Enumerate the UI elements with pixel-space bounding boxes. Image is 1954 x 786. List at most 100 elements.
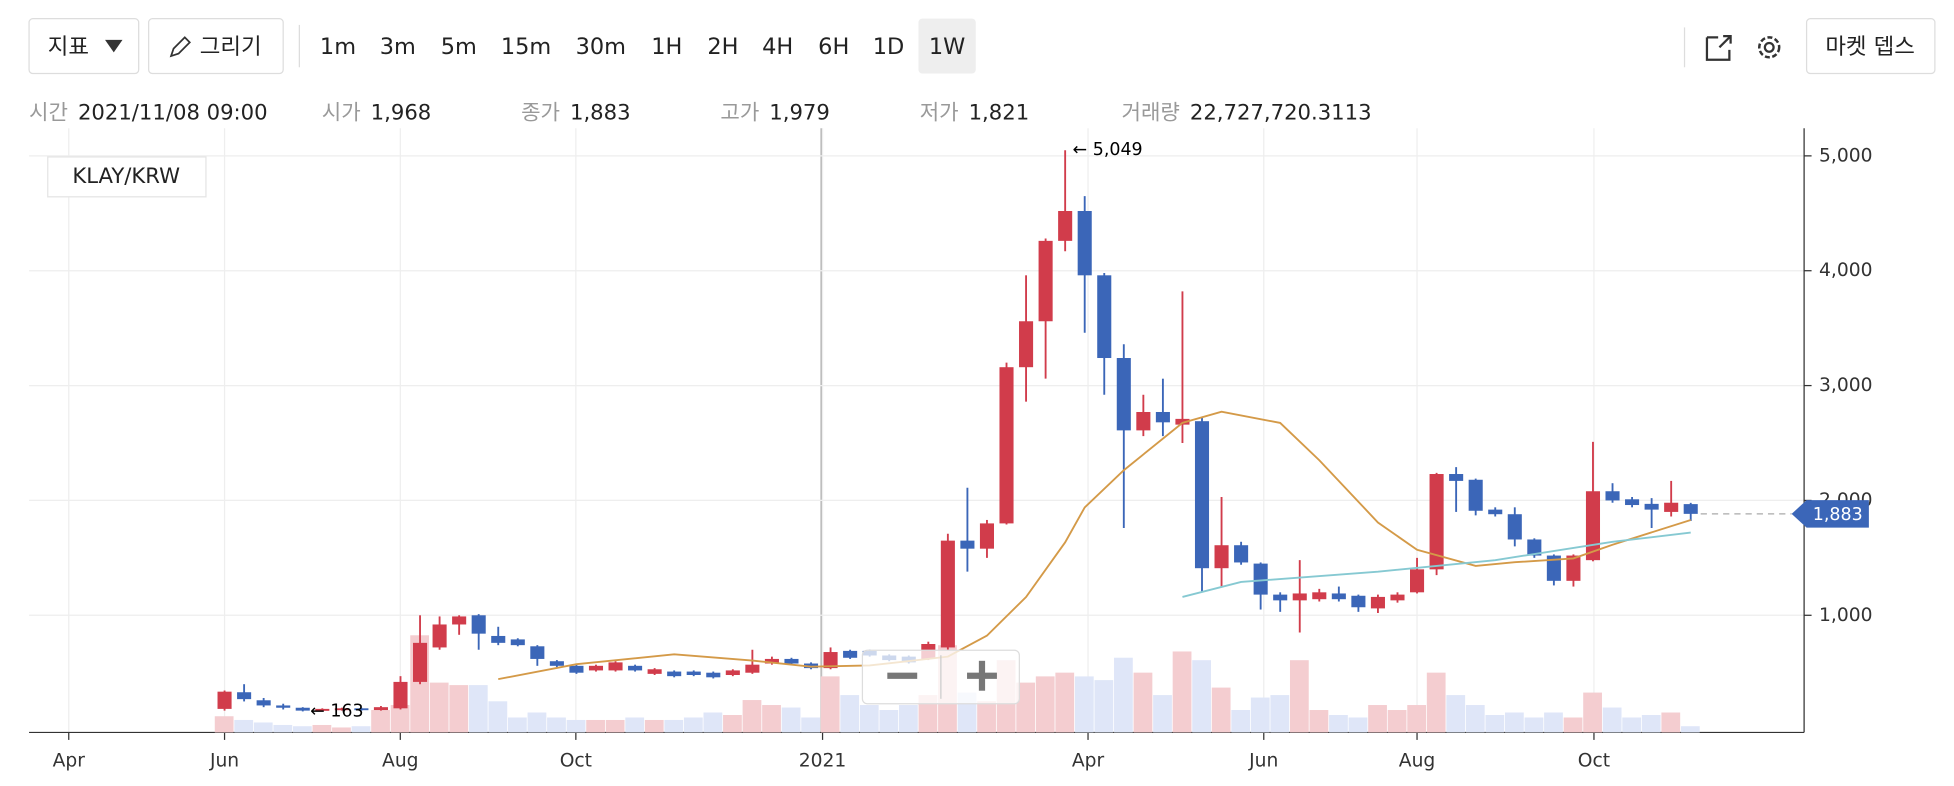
- x-tick-label: Jun: [209, 751, 239, 772]
- candle-body: [1077, 210, 1092, 276]
- last-price-label: 1,883: [1813, 505, 1863, 525]
- volume-bar: [390, 705, 410, 733]
- candle-body: [628, 665, 643, 671]
- interval-button[interactable]: 15m: [501, 34, 551, 60]
- volume-bar: [351, 726, 371, 733]
- candle-body: [843, 650, 858, 658]
- x-tick-label: Jun: [1248, 751, 1278, 772]
- candle-body: [373, 707, 388, 711]
- interval-button[interactable]: 3m: [380, 34, 416, 60]
- volume-bar: [1446, 695, 1466, 733]
- candle-body: [217, 691, 232, 709]
- x-tick-label: Apr: [53, 751, 86, 772]
- volume-bar: [468, 685, 488, 733]
- volume-bar: [1270, 695, 1290, 733]
- volume-bar: [1074, 676, 1094, 733]
- candle-body: [1214, 545, 1229, 569]
- volume-bar: [605, 719, 625, 733]
- moving-average: [498, 410, 1692, 681]
- dropdown-caret: [105, 39, 123, 53]
- settings-icon[interactable]: [1758, 36, 1781, 59]
- candle-body: [1194, 421, 1210, 569]
- interval-button[interactable]: 2H: [707, 34, 738, 60]
- volume-bar: [1426, 672, 1446, 733]
- x-tick-label: Apr: [1072, 751, 1105, 772]
- interval-button[interactable]: 1H: [651, 34, 682, 60]
- volume-bar: [292, 726, 312, 733]
- volume-bar: [566, 719, 586, 733]
- interval-button[interactable]: 1W: [929, 34, 965, 60]
- candle-body: [667, 671, 682, 677]
- candle-body: [979, 523, 994, 549]
- volume-bar: [586, 719, 605, 733]
- volume-bar: [1055, 672, 1075, 733]
- draw-button[interactable]: [148, 18, 284, 75]
- volume-bar: [1094, 680, 1114, 733]
- candle-body: [530, 646, 545, 659]
- candle-body: [1644, 503, 1659, 510]
- candle-body: [588, 665, 604, 671]
- draw-label: 그리기: [200, 34, 262, 60]
- popout-icon[interactable]: [1705, 35, 1732, 61]
- volume-bar: [1035, 676, 1055, 733]
- symbol-title: KLAY/KRW: [72, 163, 180, 188]
- volume-bar: [1680, 726, 1700, 733]
- volume-bar: [723, 714, 742, 733]
- candle-body: [393, 681, 408, 709]
- volume-bar: [508, 717, 527, 733]
- candle-body: [1097, 275, 1112, 359]
- interval-button[interactable]: 30m: [576, 34, 626, 60]
- x-tick-label: Oct: [560, 751, 592, 772]
- info-value: 1,821: [969, 99, 1030, 124]
- candle-body: [706, 672, 721, 678]
- candle-body: [1155, 411, 1170, 423]
- candle-body: [823, 652, 838, 669]
- candle-body: [1019, 321, 1034, 368]
- zoom-in-v[interactable]: [978, 660, 986, 691]
- candle-body: [295, 707, 310, 711]
- candle-body: [764, 658, 779, 664]
- volume-bar: [1602, 707, 1622, 733]
- candle-body: [784, 658, 799, 664]
- candle-body: [1116, 358, 1131, 431]
- volume-bar: [781, 707, 801, 733]
- volume-bar: [1387, 710, 1407, 733]
- interval-button[interactable]: 1m: [320, 34, 356, 60]
- candle-body: [1683, 504, 1698, 514]
- volume-bar: [371, 710, 390, 733]
- interval-button[interactable]: 1D: [873, 34, 905, 60]
- interval-button[interactable]: 5m: [441, 34, 477, 60]
- info-label: 시가: [322, 99, 361, 124]
- market-depth-button[interactable]: [1805, 18, 1936, 75]
- candle-body: [569, 665, 584, 673]
- candle-body: [471, 615, 486, 634]
- candle-body: [960, 540, 975, 549]
- volume-bar: [1465, 705, 1485, 733]
- candle-body: [1429, 474, 1444, 570]
- info-value: 22,727,720.3113: [1190, 99, 1372, 124]
- candle-body: [1507, 514, 1522, 540]
- info-label: 저가: [920, 99, 959, 124]
- volume-bar: [1544, 712, 1563, 733]
- x-tick-label: Aug: [382, 751, 418, 772]
- volume-bar: [253, 722, 273, 733]
- candle-body: [510, 639, 525, 646]
- volume-bar: [1133, 672, 1153, 733]
- volume-bar: [1192, 660, 1211, 733]
- candle-body: [1527, 539, 1542, 556]
- volume-bar: [332, 727, 351, 733]
- candle-body: [608, 662, 623, 671]
- x-tick-label: Oct: [1578, 751, 1610, 772]
- volume-bar: [859, 705, 879, 733]
- candle-body: [1566, 555, 1581, 581]
- interval-button[interactable]: 6H: [818, 34, 849, 60]
- zoom-out[interactable]: [887, 672, 918, 679]
- candle-body: [354, 708, 369, 711]
- interval-button[interactable]: 4H: [762, 34, 793, 60]
- volume-bar: [1368, 705, 1387, 733]
- indicator-button[interactable]: [28, 18, 140, 75]
- candle-body: [1546, 555, 1561, 581]
- volume-bar: [898, 705, 918, 733]
